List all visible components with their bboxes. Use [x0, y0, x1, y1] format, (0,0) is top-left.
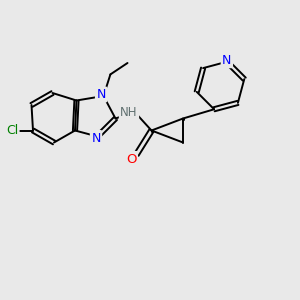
Text: O: O — [126, 152, 136, 166]
Text: NH: NH — [120, 106, 138, 119]
Text: N: N — [222, 54, 232, 67]
Text: N: N — [96, 88, 106, 101]
Text: Cl: Cl — [6, 124, 18, 137]
Text: N: N — [91, 131, 101, 145]
